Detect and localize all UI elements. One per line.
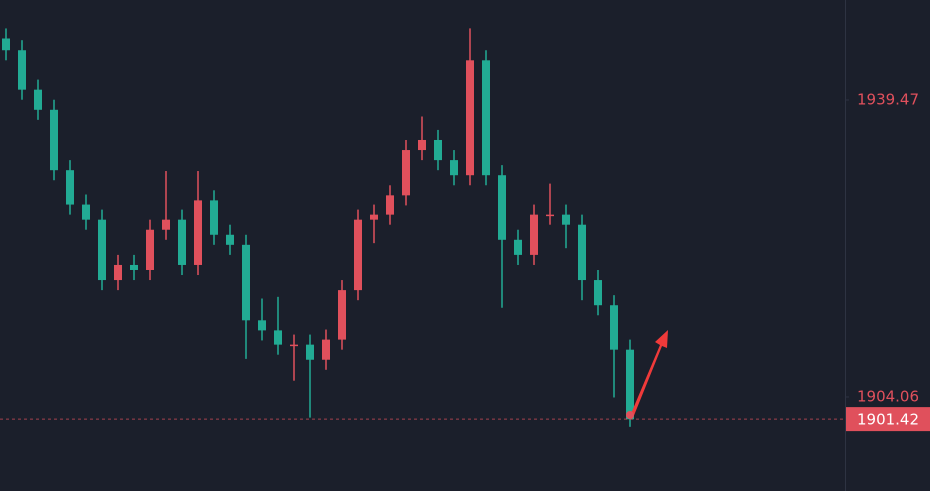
candle-body: [258, 320, 266, 331]
candle-body: [290, 344, 298, 347]
candle-body: [66, 170, 74, 205]
candle-body: [146, 229, 154, 270]
y-tick-label: 1939.47: [857, 90, 919, 108]
candle-body: [274, 330, 282, 345]
candle-body: [594, 280, 602, 306]
candle-body: [610, 305, 618, 350]
candle-body: [306, 344, 314, 360]
last-dot: [626, 411, 634, 419]
candle-body: [418, 139, 426, 151]
candle-body: [482, 60, 490, 176]
candle-body: [546, 214, 554, 217]
candle-body: [370, 214, 378, 220]
candle-body: [178, 219, 186, 265]
candle-body: [626, 349, 634, 420]
candle-body: [514, 239, 522, 255]
candle-body: [18, 50, 26, 90]
candle-body: [50, 109, 58, 171]
candle-body: [2, 38, 10, 51]
candle-body: [242, 244, 250, 321]
candle-body: [226, 234, 234, 245]
candle-body: [402, 150, 410, 196]
candle-body: [338, 290, 346, 340]
candle-body: [130, 264, 138, 270]
plot: [2, 28, 634, 427]
candle-body: [498, 175, 506, 240]
candle-body: [466, 60, 474, 176]
y-tick-label: 1904.06: [857, 387, 919, 405]
candle-body: [162, 219, 170, 230]
candle-body: [34, 89, 42, 110]
candle-body: [194, 200, 202, 265]
candle-body: [322, 339, 330, 360]
candle-body: [210, 200, 218, 235]
candle-body: [98, 219, 106, 281]
candle-body: [354, 219, 362, 291]
arrow: [630, 330, 668, 418]
candle-body: [434, 139, 442, 161]
candle-body: [530, 214, 538, 255]
candle-body: [450, 160, 458, 176]
last-price-label: 1901.42: [857, 411, 919, 429]
last-price-tag: [846, 407, 930, 432]
candle-body: [114, 264, 122, 281]
candle-body: [82, 204, 90, 220]
candle-body: [562, 214, 570, 225]
candle-body: [386, 195, 394, 215]
candle-body: [578, 224, 586, 281]
